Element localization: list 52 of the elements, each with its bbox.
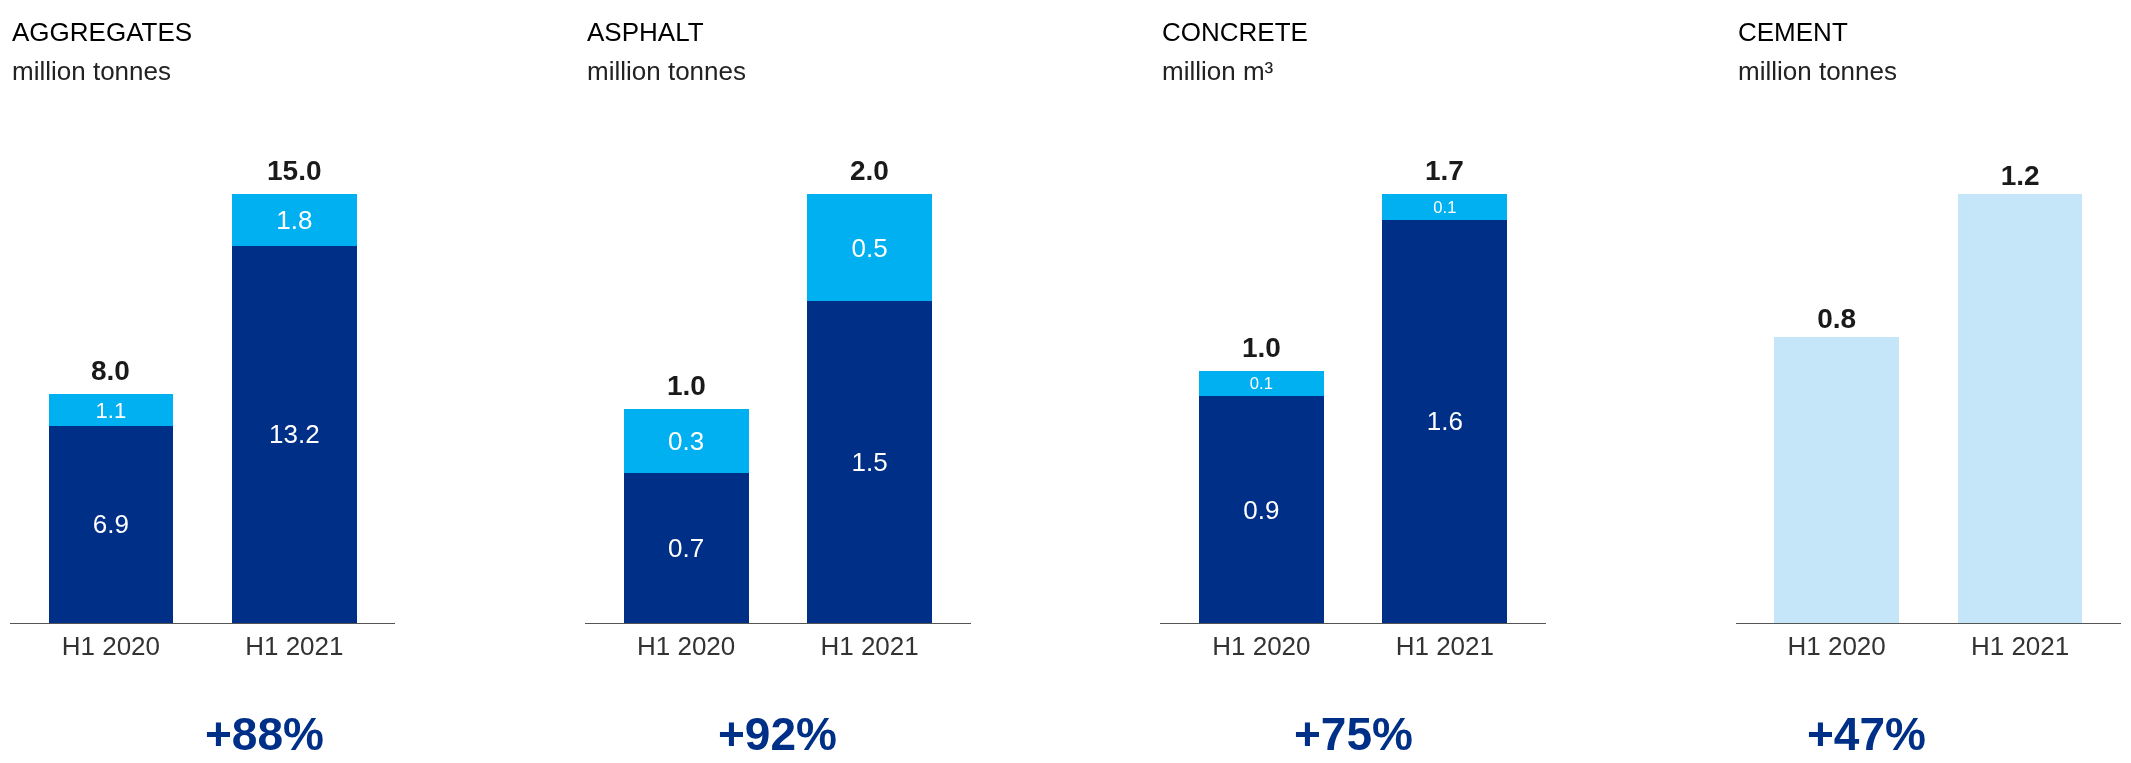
data-label: 13.2 — [269, 419, 320, 450]
data-label: 0.5 — [851, 232, 888, 263]
bar — [48, 425, 174, 623]
total-label: 1.0 — [1242, 332, 1281, 363]
bar — [1382, 219, 1508, 623]
total-label: 2.0 — [850, 155, 889, 186]
data-label: 6.9 — [92, 509, 129, 540]
bar — [1199, 370, 1324, 397]
bar — [623, 472, 749, 623]
chart-subtitle: million tonnes — [12, 56, 171, 86]
total-label: 15.0 — [267, 155, 322, 186]
total-label: 8.0 — [91, 355, 130, 386]
data-label: 1.8 — [276, 205, 313, 236]
bar — [231, 245, 357, 623]
bar — [1199, 396, 1324, 623]
data-label: 1.6 — [1426, 406, 1463, 437]
total-label: 1.0 — [667, 370, 706, 401]
x-tick-label: H1 2021 — [820, 631, 919, 662]
chart-title: AGGREGATES — [12, 17, 193, 47]
data-label: 1.1 — [95, 397, 127, 423]
x-tick-label: H1 2021 — [245, 631, 344, 662]
chart-subtitle: million tonnes — [587, 56, 746, 86]
chart-subtitle: million tonnes — [1738, 56, 1897, 86]
x-tick-label: H1 2020 — [636, 631, 736, 662]
x-tick-label: H1 2021 — [1395, 631, 1495, 662]
chart-title: CONCRETE — [1162, 17, 1308, 47]
x-tick-label: H1 2020 — [61, 631, 161, 662]
data-label: 1.2 — [2000, 160, 2040, 192]
bar — [623, 408, 749, 473]
bar — [807, 301, 932, 623]
data-label: 0.8 — [1817, 303, 1857, 335]
data-label: 0.1 — [1433, 197, 1457, 217]
x-tick-label: H1 2020 — [1212, 631, 1311, 662]
bar — [231, 194, 357, 246]
text: +47% — [1807, 708, 1926, 760]
data-label: 0.9 — [1243, 494, 1280, 525]
data-label: 0.1 — [1249, 374, 1273, 394]
chart-title: CEMENT — [1738, 17, 1848, 47]
x-tick-label: H1 2020 — [1787, 631, 1886, 662]
chart-subtitle: million m³ — [1162, 56, 1274, 86]
bar — [48, 394, 174, 426]
chart-title: ASPHALT — [587, 17, 704, 47]
total-label: 1.7 — [1425, 155, 1464, 186]
data-label: 1.5 — [851, 447, 888, 478]
text: +88% — [205, 708, 324, 760]
data-label: 0.7 — [668, 532, 705, 563]
text: +92% — [718, 708, 837, 760]
text: +75% — [1294, 708, 1413, 760]
data-label: 0.3 — [668, 425, 705, 456]
bar — [1382, 194, 1508, 220]
bar — [807, 194, 932, 302]
x-tick-label: H1 2021 — [1970, 631, 2070, 662]
